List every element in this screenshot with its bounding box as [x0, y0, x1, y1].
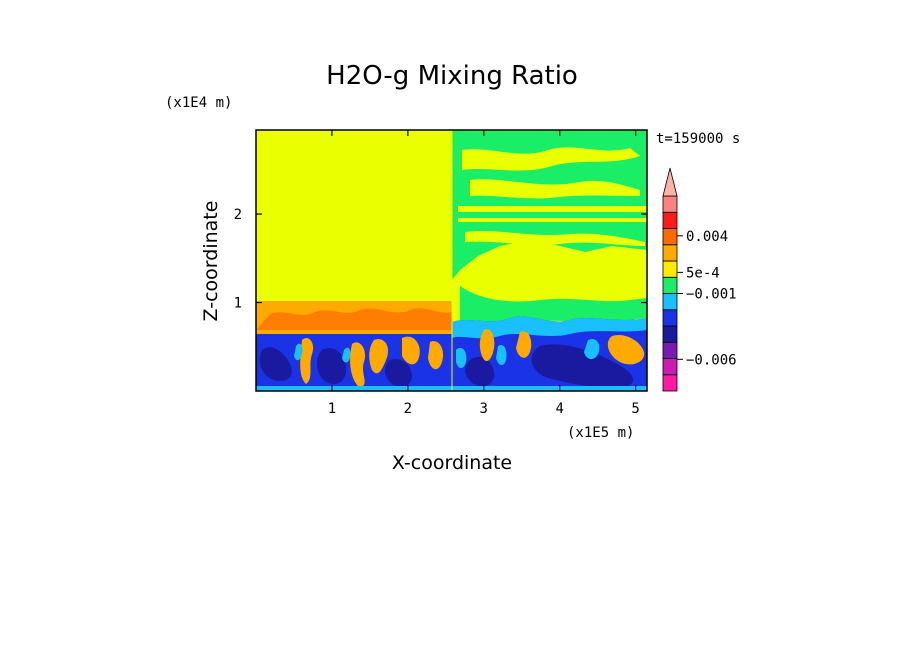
- cyan-fringe-right: [452, 316, 647, 339]
- colorbar-swatch: [662, 260, 678, 278]
- colorbar-swatch: [662, 195, 678, 213]
- time-label: t=159000 s: [656, 131, 740, 147]
- x-axis-label: X-coordinate: [392, 452, 512, 474]
- x-tick-label: 2: [404, 401, 412, 417]
- colorbar-swatch: [662, 293, 678, 311]
- colorbar-label: 5e-4: [686, 265, 720, 281]
- colorbar-swatch: [662, 211, 678, 229]
- y-axis: 12: [234, 207, 647, 312]
- orange-band-highlights: [256, 308, 452, 330]
- x-scale-label: (x1E5 m): [567, 425, 634, 441]
- x-tick-label: 1: [328, 401, 336, 417]
- colorbar-swatch: [662, 228, 678, 246]
- plumes: [300, 329, 645, 388]
- y-axis-label: Z-coordinate: [200, 201, 222, 322]
- chart-title: H2O-g Mixing Ratio: [326, 61, 578, 91]
- plot-frame: [255, 129, 648, 392]
- yellow-layer-1: [458, 206, 647, 212]
- colorbar-swatch: [662, 325, 678, 343]
- colorbar-swatch: [662, 341, 678, 359]
- yellow-streak-2: [470, 179, 640, 199]
- colorbar-swatch: [662, 276, 678, 294]
- x-axis: 1 2 3 4 5: [328, 130, 640, 417]
- colorbar-swatch: [662, 244, 678, 262]
- x-tick-label: 3: [480, 401, 488, 417]
- y-tick-label: 2: [234, 207, 242, 223]
- yellow-layer-2: [458, 218, 647, 222]
- y-scale-label: (x1E4 m): [165, 95, 232, 111]
- colorbar-label: −0.001: [686, 287, 737, 303]
- yellow-streak-3: [465, 231, 645, 246]
- x-tick-label: 4: [555, 401, 563, 417]
- colorbar: 0.004 5e-4 −0.001 −0.006: [662, 167, 737, 392]
- colorbar-label: −0.006: [686, 352, 737, 368]
- colorbar-extend-arrow: [662, 167, 678, 197]
- dark-blue-pockets: [259, 344, 634, 388]
- green-region-right-lower: [460, 286, 647, 324]
- x-tick-label: 5: [631, 401, 639, 417]
- colorbar-label: 0.004: [686, 229, 728, 245]
- y-tick-label: 1: [234, 296, 242, 312]
- plot-field: [256, 130, 647, 391]
- yellow-streak-1: [462, 147, 640, 171]
- colorbar-swatch: [662, 358, 678, 376]
- colorbar-swatch: [662, 374, 678, 392]
- colorbar-swatch: [662, 309, 678, 327]
